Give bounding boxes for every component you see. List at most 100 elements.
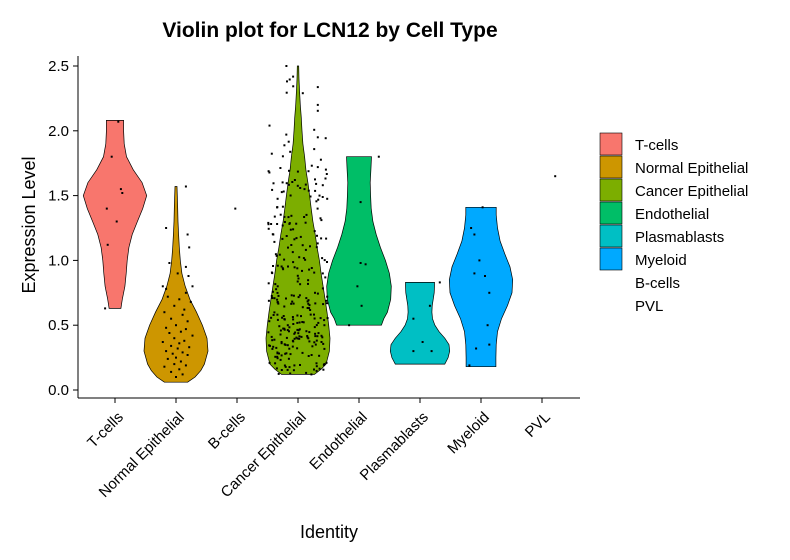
data-point bbox=[276, 298, 279, 301]
data-point bbox=[293, 179, 296, 181]
data-point bbox=[281, 237, 284, 240]
data-point bbox=[286, 329, 289, 332]
data-point bbox=[325, 361, 328, 364]
data-point bbox=[359, 262, 362, 264]
data-point bbox=[430, 350, 433, 353]
x-tick-label-b-cells: B-cells bbox=[205, 409, 249, 453]
data-point bbox=[171, 352, 174, 355]
data-point bbox=[117, 120, 120, 123]
data-point bbox=[320, 237, 323, 240]
data-point bbox=[270, 152, 273, 155]
data-point bbox=[316, 292, 319, 295]
data-point bbox=[292, 85, 295, 88]
data-point bbox=[316, 86, 319, 89]
data-point bbox=[310, 164, 313, 167]
data-point bbox=[191, 334, 194, 337]
data-point bbox=[289, 372, 292, 375]
y-ticks: 0.0 0.5 1.0 1.5 2.0 2.5 bbox=[48, 58, 78, 399]
data-point bbox=[295, 237, 298, 240]
data-point bbox=[292, 302, 295, 305]
data-point bbox=[289, 353, 292, 356]
data-point bbox=[301, 351, 304, 354]
data-point bbox=[308, 307, 311, 310]
data-point bbox=[319, 317, 322, 320]
x-tick-label-t-cells: T-cells bbox=[84, 409, 127, 452]
data-point bbox=[272, 345, 275, 348]
data-point bbox=[163, 365, 166, 368]
data-point bbox=[323, 324, 326, 327]
data-point bbox=[326, 261, 328, 263]
data-point bbox=[178, 298, 181, 301]
data-point bbox=[322, 342, 325, 345]
data-point bbox=[315, 365, 318, 368]
data-point bbox=[316, 136, 319, 139]
data-point bbox=[318, 367, 321, 370]
data-point bbox=[285, 336, 288, 339]
data-point bbox=[307, 279, 310, 282]
data-point bbox=[293, 238, 296, 241]
data-point bbox=[356, 285, 359, 288]
data-point bbox=[307, 170, 310, 173]
data-point bbox=[324, 276, 327, 279]
data-point bbox=[176, 347, 179, 350]
data-point bbox=[106, 243, 109, 246]
data-point bbox=[310, 354, 313, 356]
data-point bbox=[281, 224, 284, 227]
data-point bbox=[306, 335, 309, 337]
data-point bbox=[280, 191, 283, 194]
data-point bbox=[293, 266, 296, 269]
legend-swatch-endothelial bbox=[599, 201, 623, 225]
data-point bbox=[360, 304, 363, 307]
data-point bbox=[282, 315, 285, 317]
data-point bbox=[322, 303, 325, 306]
violin-t-cells bbox=[82, 120, 148, 309]
data-point bbox=[165, 227, 168, 229]
data-point bbox=[267, 227, 270, 230]
data-point bbox=[323, 363, 326, 366]
x-tick-label-pvl: PVL bbox=[522, 409, 554, 441]
data-point bbox=[163, 311, 166, 314]
data-point bbox=[267, 170, 270, 173]
data-point bbox=[293, 337, 296, 340]
data-point bbox=[305, 213, 308, 216]
data-point bbox=[310, 267, 313, 269]
legend-label-myeloid: Myeloid bbox=[635, 252, 687, 269]
legend-swatch-myeloid bbox=[599, 247, 623, 271]
data-point bbox=[268, 124, 271, 127]
data-point bbox=[305, 371, 308, 374]
data-point bbox=[554, 175, 557, 178]
data-point bbox=[324, 168, 327, 171]
data-point bbox=[291, 181, 294, 183]
data-point bbox=[270, 295, 273, 297]
data-point bbox=[412, 350, 415, 353]
data-point bbox=[295, 222, 298, 225]
data-point bbox=[173, 363, 176, 366]
data-point bbox=[297, 329, 300, 332]
data-point bbox=[287, 246, 289, 249]
y-tick-label: 2.0 bbox=[48, 123, 69, 140]
data-point bbox=[377, 155, 380, 158]
data-point bbox=[288, 169, 290, 172]
violin-cancer-epithelial bbox=[265, 65, 331, 375]
data-point bbox=[280, 342, 283, 345]
data-point bbox=[165, 287, 168, 290]
data-point bbox=[324, 137, 327, 140]
data-point bbox=[285, 297, 287, 300]
data-point bbox=[277, 294, 280, 297]
data-point bbox=[287, 140, 290, 143]
data-point bbox=[321, 196, 324, 198]
data-point bbox=[310, 373, 313, 376]
points-layer bbox=[104, 65, 557, 378]
data-point bbox=[273, 215, 276, 218]
data-point bbox=[276, 301, 279, 304]
data-point bbox=[326, 295, 329, 298]
data-point bbox=[280, 265, 283, 268]
legend-label-pvl: PVL bbox=[635, 298, 663, 315]
data-point bbox=[165, 350, 168, 353]
data-point bbox=[290, 294, 293, 297]
data-point bbox=[276, 352, 279, 355]
data-point bbox=[271, 297, 274, 299]
data-point bbox=[481, 206, 484, 209]
data-point bbox=[184, 265, 187, 268]
data-point bbox=[285, 235, 288, 237]
